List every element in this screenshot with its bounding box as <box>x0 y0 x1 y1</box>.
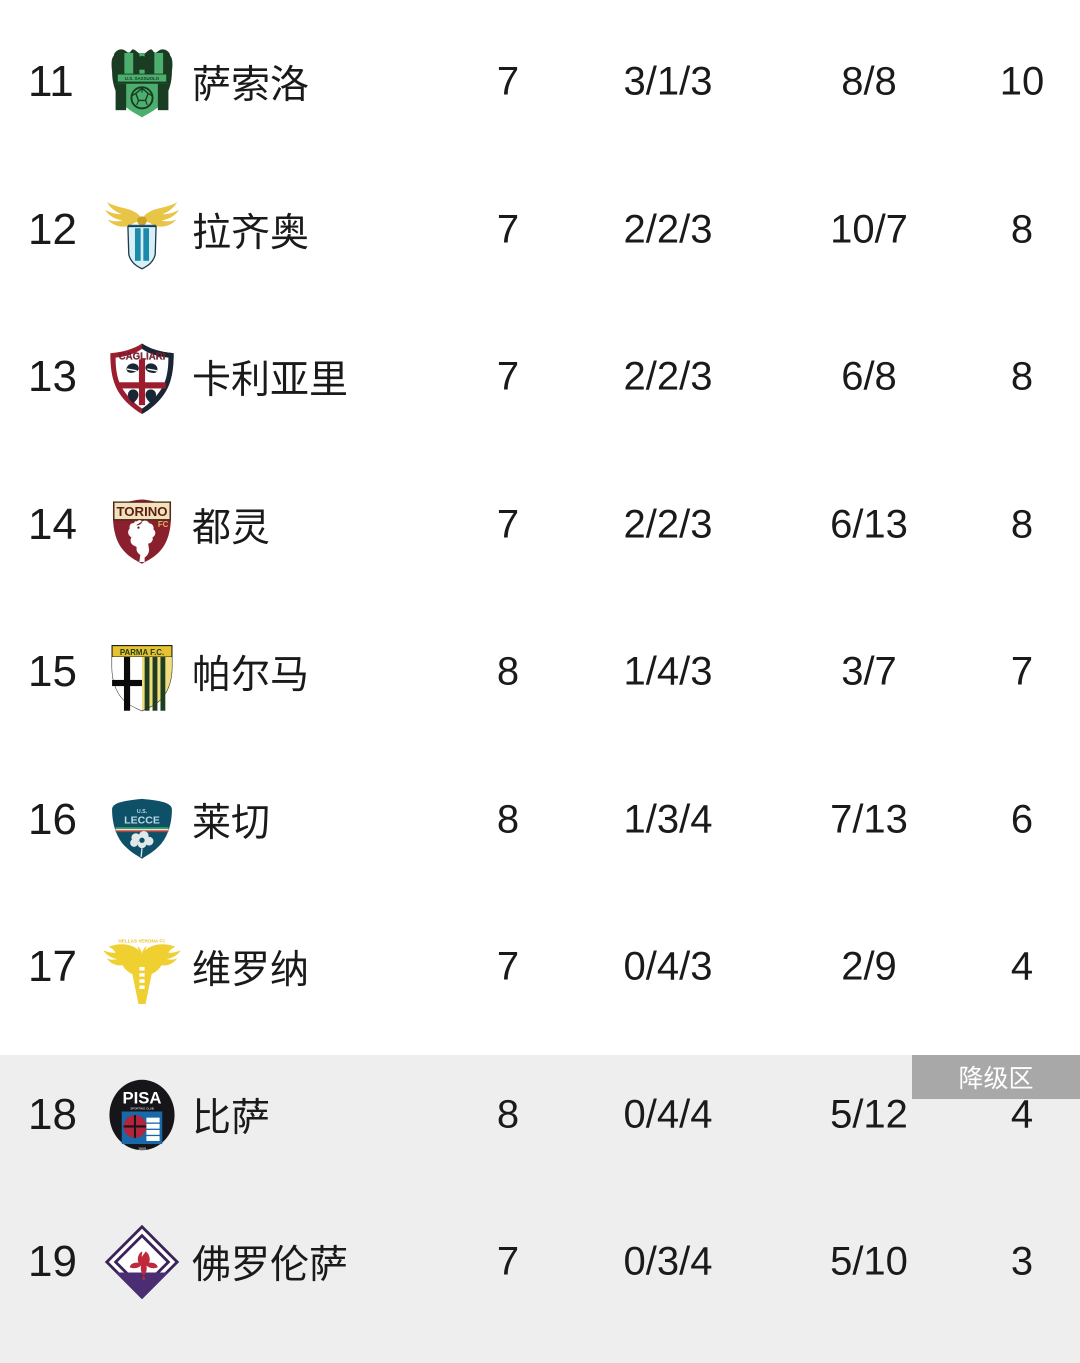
svg-text:PARMA F.C.: PARMA F.C. <box>120 648 164 657</box>
svg-text:U.S. SASSUOLO: U.S. SASSUOLO <box>125 76 160 81</box>
svg-text:HELLAS VERONA FC: HELLAS VERONA FC <box>118 938 166 943</box>
svg-text:FC: FC <box>158 519 169 528</box>
svg-text:PISA: PISA <box>123 1088 162 1107</box>
svg-text:LECCE: LECCE <box>124 814 160 826</box>
svg-text:SPORTING CLUB: SPORTING CLUB <box>130 1106 154 1110</box>
svg-text:1909: 1909 <box>138 1147 146 1151</box>
svg-text:TORINO: TORINO <box>116 504 167 519</box>
